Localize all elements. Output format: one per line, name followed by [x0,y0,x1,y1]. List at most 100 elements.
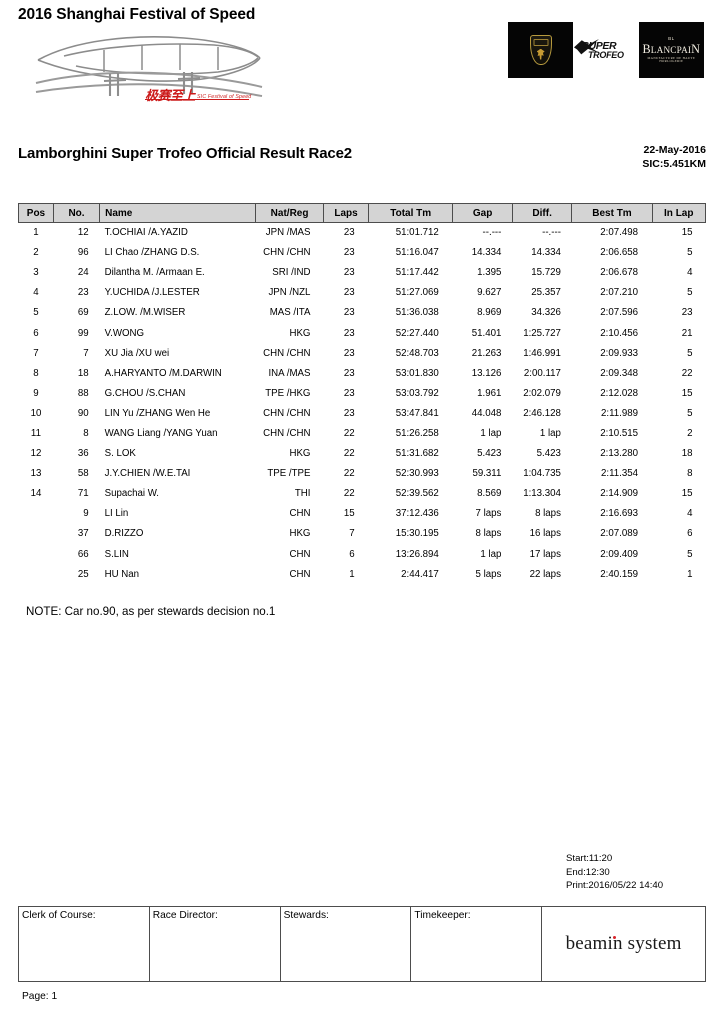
row-laps: 15 [343,508,355,520]
sic-slogan-cn: 极赛至上 [145,88,196,103]
row-driver-name: HU Nan [104,568,140,580]
row-in-lap: 21 [681,327,693,339]
row-diff: 17 laps [529,548,561,560]
sic-slogan: 极赛至上 SIC Festival of Speed [145,85,251,104]
row-diff: 2:46.128 [523,407,561,419]
column-header-diff: Diff. [511,203,573,223]
row-car-no: 9 [83,508,89,520]
row-pos: 2 [33,247,39,259]
row-pos [19,524,54,544]
row-diff: --.--- [542,227,561,239]
column-header-nat-reg: Nat/Reg [255,203,324,223]
row-driver-name: LI Lin [104,508,129,520]
row-car-no: 90 [77,407,89,419]
row-in-lap: 5 [687,347,693,359]
table-row: 25 HU Nan CHN 1 2:44.417 5 laps 22 laps 2:40.15… [19,564,706,584]
super-trofeo-logo: SUPER TROFEO [573,22,639,78]
row-total-time: 15:30.195 [395,528,439,540]
table-row: 13 58 J.Y.CHIEN /W.E.TAI TPE /TPE 22 52:30.99… [19,464,706,484]
row-car-no: 96 [77,247,89,259]
row-nationality: THI [294,488,311,500]
row-gap: 1 lap [480,548,502,560]
beamin-brand-pre: beam [565,933,608,954]
row-in-lap: 4 [687,267,693,279]
row-pos: 11 [30,427,41,439]
row-best-time: 2:16.693 [600,508,639,520]
row-pos: 13 [30,468,42,480]
row-gap: 51.401 [471,327,502,339]
row-driver-name: Supachai W. [104,488,159,500]
table-row: 66 S.LIN CHN 6 13:26.894 1 lap 17 laps 2:09.409… [19,544,706,564]
row-nationality: CHN /CHN [263,247,311,259]
row-in-lap: 5 [687,247,693,259]
row-laps: 7 [349,528,355,540]
column-header-total-tm: Total Tm [368,203,454,223]
row-laps: 23 [343,307,355,319]
row-in-lap: 6 [687,528,693,540]
row-diff: 22 laps [529,568,561,580]
sic-slogan-underline [145,99,249,101]
sic-slogan-en: SIC Festival of Speed [197,94,252,100]
signature-table: Clerk of Course: Race Director: Stewards… [18,906,706,982]
row-driver-name: S. LOK [104,448,136,460]
lamborghini-shield-icon [529,35,552,65]
row-driver-name: XU Jia /XU wei [104,347,170,359]
row-total-time: 51:01.712 [395,227,439,239]
row-gap: 21.263 [471,347,502,359]
row-pos: 1 [33,227,39,239]
results-table: Pos No. Name Nat/Reg Laps Total Tm Gap D… [18,203,707,584]
row-diff: 16 laps [529,528,561,540]
row-total-time: 13:26.894 [395,548,439,560]
row-driver-name: T.OCHIAI /A.YAZID [104,227,188,239]
column-header-in-lap: In Lap [651,203,707,223]
row-pos: 8 [33,367,39,379]
stewards-note: NOTE: Car no.90, as per stewards decisio… [26,605,276,618]
row-best-time: 2:10.515 [600,427,639,439]
row-diff: 2:00.117 [523,367,561,379]
beamin-brand-i: i [607,933,613,954]
row-car-no: 25 [77,568,89,580]
super-trofeo-swoosh-icon [573,39,599,55]
table-header-row: Pos No. Name Nat/Reg Laps Total Tm Gap D… [18,203,707,223]
table-row: 12 36 S. LOK HKG 22 51:31.682 5.423 5.423 2:13.2… [19,444,706,464]
table-row: 10 90 LIN Yu /ZHANG Wen He CHN /CHN 23 53:47.… [19,403,706,423]
row-driver-name: Y.UCHIDA /J.LESTER [104,287,200,299]
row-car-no: 12 [77,227,89,239]
row-nationality: HKG [289,448,311,460]
row-car-no: 36 [77,448,89,460]
blancpain-subtitle: MANUFACTURE DE HAUTE HORLOGERIE [647,55,696,63]
row-diff: 34.326 [531,307,561,319]
page-title: Lamborghini Super Trofeo Official Result… [18,145,352,162]
row-best-time: 2:06.678 [600,267,639,279]
row-car-no: 99 [77,327,89,339]
super-trofeo-trofeo-text: TROFEO [587,50,624,60]
row-total-time: 2:44.417 [401,568,439,580]
beamin-brand-post: n system [613,933,682,954]
signature-cell-race-director[interactable]: Race Director: [148,906,281,982]
row-total-time: 51:31.682 [395,448,439,460]
row-in-lap: 15 [681,488,693,500]
signature-cell-timekeeper[interactable]: Timekeeper: [410,906,543,982]
row-car-no: 18 [77,367,89,379]
row-gap: 1 lap [480,427,502,439]
row-gap: 8 laps [475,528,502,540]
row-laps: 22 [343,427,355,439]
row-nationality: HKG [289,327,311,339]
row-laps: 23 [343,387,355,399]
sponsor-logo-bar: SUPER TROFEO BL BLANCPAIN MANUFACTURE DE… [507,21,705,79]
sic-bridge-logo [34,26,264,106]
blancpain-initial: B [642,41,651,56]
row-in-lap: 15 [681,387,693,399]
signature-cell-stewards[interactable]: Stewards: [279,906,412,982]
signature-cell-clerk-of-course[interactable]: Clerk of Course: [18,906,150,982]
row-best-time: 2:06.658 [600,247,639,259]
start-time: Start:11:20 [566,853,613,864]
table-row: 4 23 Y.UCHIDA /J.LESTER JPN /NZL 23 51:27.069… [19,283,706,303]
column-header-best-tm: Best Tm [571,203,653,223]
row-best-time: 2:14.909 [600,488,639,500]
row-best-time: 2:10.456 [600,327,639,339]
row-nationality: INA /MAS [268,367,311,379]
table-row: 8 18 A.HARYANTO /M.DARWIN INA /MAS 23 53:01.8… [19,363,706,383]
row-nationality: TPE /TPE [267,468,311,480]
lamborghini-logo [508,22,574,78]
